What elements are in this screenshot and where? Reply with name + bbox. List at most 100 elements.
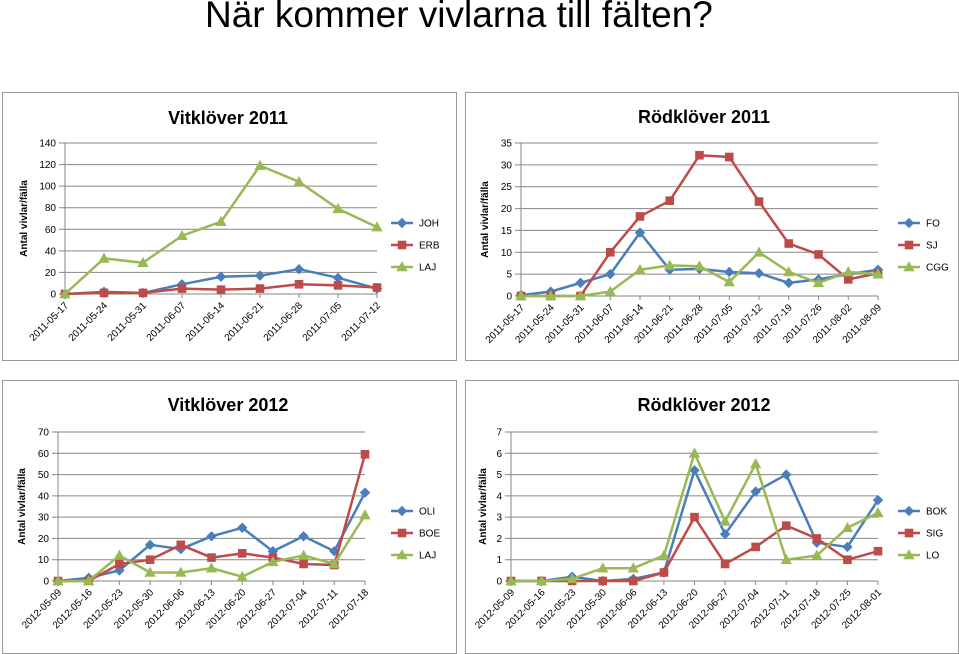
data-point [690,512,699,522]
y-axis-ticks: 0 20 40 60 80 100 120 140 [39,139,56,301]
data-point [811,549,823,560]
y-axis-label: Antal vivlar/fälla [478,468,489,545]
y-tick-label: 15 [501,226,513,237]
chart-vitklover-2012: Vitklöver 2012 Antal vivlar/fälla 0 10 20 30 4… [17,395,440,631]
x-axis-ticks: 2012-05-092012-05-162012-05-232012-05-30… [473,581,884,631]
data-point [751,542,760,552]
legend-entry-fo: FO [898,217,940,230]
y-tick-label: 0 [496,577,502,588]
data-point [216,285,226,294]
data-point [753,268,765,279]
y-tick-label: 20 [501,204,513,215]
data-point [723,276,735,287]
data-point [332,202,344,214]
data-point [720,559,730,569]
data-point [634,263,646,275]
data-point [635,212,645,221]
data-point [843,555,852,565]
y-tick-label: 70 [38,428,50,439]
data-point [236,522,248,533]
data-point [754,197,764,206]
legend-entry-oli: OLI [391,505,435,518]
data-point [176,540,186,550]
chart-title: Vitklöver 2011 [168,108,288,128]
y-tick-label: 10 [38,555,50,566]
legend-label: FO [926,219,940,230]
legend-label: BOK [926,507,947,518]
data-point [629,576,638,586]
page-title: När kommer vivlarna till fälten? [205,0,713,35]
data-point [780,553,792,565]
data-point [843,275,853,284]
data-point [634,227,646,238]
data-point [719,528,731,540]
legend-marker [396,217,408,229]
data-point [753,246,765,257]
data-point [575,277,586,289]
data-point [873,546,883,556]
y-axis-label: Antal vivlar/fälla [17,468,28,545]
data-point [545,290,557,301]
data-point [98,252,110,263]
y-tick-label: 5 [506,270,512,281]
x-axis-ticks: 2011-05-172011-05-242011-05-312011-06-07… [484,296,884,346]
y-tick-label: 3 [496,513,502,524]
data-point [605,247,615,257]
data-point [215,271,227,282]
legend-marker [904,240,914,250]
series-cgg [515,246,884,301]
data-point [113,549,126,560]
y-tick-label: 4 [496,491,502,502]
x-tick-label: 2011-05-31 [106,300,150,344]
chart-vitklover-2011: Vitklöver 2011 Antal vivlar/fälla 0 20 40 60 8… [19,108,440,344]
y-axis-label: Antal vivlar/fälla [480,181,491,258]
data-point [535,575,548,586]
series-line [511,469,880,583]
data-point [842,266,854,277]
data-point [59,288,71,299]
data-point [719,515,731,526]
data-point [359,509,371,520]
legend-marker [904,528,914,538]
data-point [627,562,639,573]
data-point [176,229,188,241]
y-tick-label: 50 [38,470,50,481]
data-point [750,486,761,497]
chart-panel-rodklover-2012: Rödklöver 2012 Antal vivlar/fälla 0 1 2 3 4 5 6 7… [465,380,959,654]
x-tick-label: 2011-05-17 [28,300,72,344]
data-point [137,256,149,268]
data-point [237,549,247,558]
data-point [812,277,825,288]
legend-entry-lo: LO [898,549,940,562]
legend-entry-erb: ERB [391,241,440,252]
y-tick-label: 30 [38,513,50,524]
y-tick-label: 5 [496,470,502,481]
chart-rodklover-2011: Rödklöver 2011 Antal vivlar/fälla 0 5 10 15 20… [480,107,949,346]
y-tick-label: 100 [39,182,56,193]
data-point [359,487,371,498]
data-point [783,277,794,289]
data-point [814,250,823,259]
legend-entry-cgg: CGG [898,261,949,274]
series-laj [52,509,371,586]
data-point [332,272,344,284]
y-tick-label: 30 [501,160,513,171]
x-tick-label: 2011-06-07 [145,300,189,344]
legend-label: JOH [419,219,439,230]
data-point [372,283,382,292]
y-tick-label: 60 [38,449,50,460]
y-tick-label: 20 [45,268,57,279]
data-point [872,507,884,518]
chart-title: Rödklöver 2011 [638,107,770,127]
data-point [360,450,370,459]
data-point [83,575,95,586]
data-point [784,239,794,248]
y-tick-label: 140 [39,139,56,150]
series-laj [59,159,383,299]
data-point [294,279,304,289]
data-point [724,152,734,162]
data-point [597,562,609,573]
data-point [812,534,822,543]
data-point [298,531,309,542]
y-tick-label: 7 [496,428,502,439]
